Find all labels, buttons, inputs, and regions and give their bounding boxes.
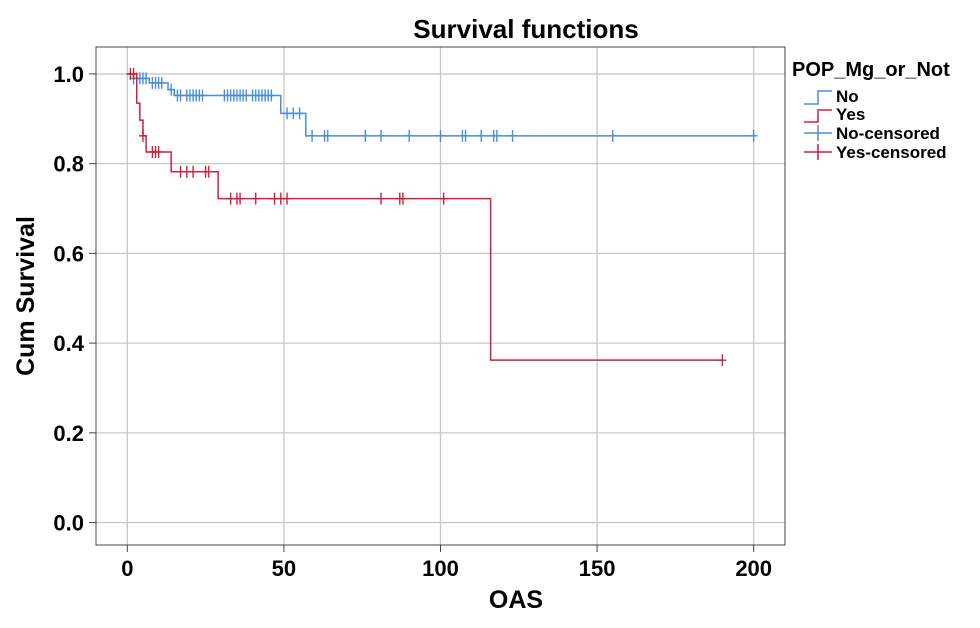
censor-mark-no: [295, 107, 304, 120]
y-axis-label: Cum Survival: [12, 216, 40, 376]
censor-mark-no: [436, 129, 445, 142]
y-tick-label: 0.8: [53, 152, 84, 177]
legend-entry-yes: Yes: [804, 105, 865, 124]
censor-mark-no: [508, 129, 517, 142]
censor-mark-yes: [154, 145, 163, 158]
legend-label-no-censored: No-censored: [836, 124, 940, 143]
censor-mark-yes: [236, 192, 245, 205]
y-tick-label: 0.0: [53, 511, 84, 536]
legend-title: POP_Mg_or_Not: [792, 59, 950, 81]
y-tick-label: 1.0: [53, 62, 84, 87]
censor-mark-yes: [398, 192, 407, 205]
y-tick-labels: 0.0 0.2 0.4 0.6 0.8 1.0: [53, 62, 84, 536]
legend-step-icon-yes: [804, 109, 832, 123]
legend-entry-no: No: [804, 87, 859, 106]
x-tick-labels: 0 50 100 150 200: [121, 556, 772, 581]
censor-mark-no: [749, 129, 758, 142]
y-tick-label: 0.6: [53, 241, 84, 266]
censor-mark-no: [157, 76, 166, 89]
censor-mark-no: [405, 129, 414, 142]
censor-mark-no: [142, 72, 151, 85]
survival-line-yes: [127, 73, 723, 361]
legend-censor-icon-yes: [804, 144, 832, 160]
legend-entry-yes-censored: Yes-censored: [804, 143, 947, 162]
x-tick-label: 150: [579, 556, 616, 581]
y-tick-label: 0.2: [53, 421, 84, 446]
censor-mark-no: [167, 83, 176, 96]
legend: POP_Mg_or_Not No Yes No-censored Yes-cen…: [792, 59, 950, 162]
x-tick-label: 100: [422, 556, 459, 581]
legend-label-yes: Yes: [836, 105, 865, 124]
legend-label-no: No: [836, 87, 859, 106]
legend-censor-icon-no: [804, 125, 832, 141]
censor-mark-no: [376, 129, 385, 142]
legend-step-icon-no: [804, 90, 832, 105]
series-layer: [126, 67, 758, 367]
censor-mark-no: [308, 129, 317, 142]
censor-mark-yes: [251, 192, 260, 205]
censor-mark-no: [477, 129, 486, 142]
censor-mark-yes: [376, 192, 385, 205]
censor-mark-yes: [138, 129, 147, 142]
censor-mark-no: [267, 89, 276, 102]
x-tick-label: 50: [272, 556, 296, 581]
censor-mark-no: [361, 129, 370, 142]
grid: [89, 47, 785, 552]
x-tick-label: 200: [735, 556, 772, 581]
censor-mark-yes: [283, 192, 292, 205]
legend-label-yes-censored: Yes-censored: [836, 143, 947, 162]
censor-mark-yes: [204, 165, 213, 178]
censor-mark-yes: [189, 165, 198, 178]
y-tick-label: 0.4: [53, 331, 84, 356]
censor-mark-yes: [718, 354, 727, 367]
censor-mark-no: [608, 129, 617, 142]
x-tick-label: 0: [121, 556, 133, 581]
censor-mark-no: [198, 89, 207, 102]
plot-area-frame: [95, 46, 786, 546]
legend-entry-no-censored: No-censored: [804, 124, 940, 143]
censor-mark-no: [461, 129, 470, 142]
censor-mark-no: [323, 129, 332, 142]
censor-mark-no: [492, 129, 501, 142]
censor-mark-yes: [439, 192, 448, 205]
chart-title: Survival functions: [413, 14, 638, 44]
x-axis-label: OAS: [489, 586, 543, 614]
censor-mark-yes: [129, 67, 138, 80]
